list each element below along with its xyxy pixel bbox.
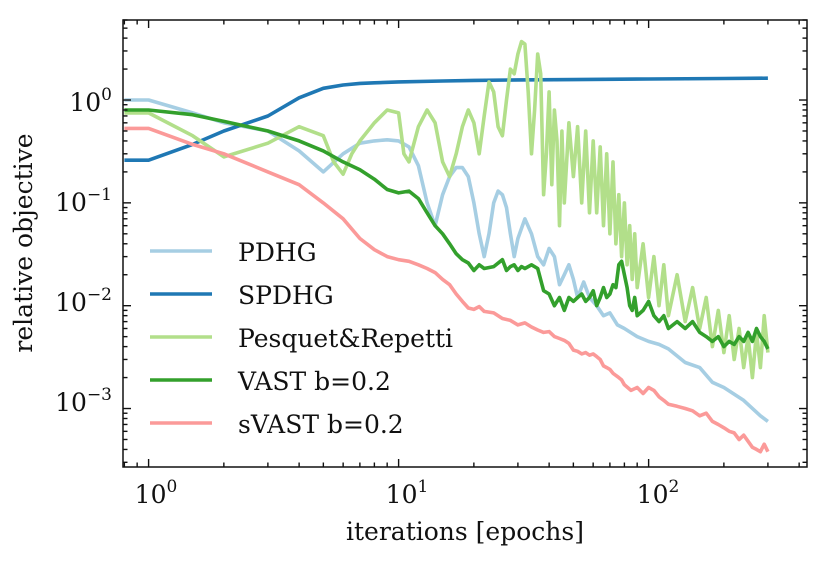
legend-label-pesquet-repetti: Pesquet&Repetti	[238, 324, 453, 353]
legend-label-svast: sVAST b=0.2	[238, 410, 404, 439]
series-line-pdhg	[124, 98, 769, 423]
x-tick-label-100: 102	[637, 477, 680, 509]
x-tick-label-10: 101	[386, 477, 429, 509]
legend-label-pdhg: PDHG	[238, 238, 317, 267]
legend-label-spdhg: SPDHG	[238, 281, 334, 310]
series-line-svast-b-0-2	[124, 126, 770, 454]
x-axis-label: iterations [epochs]	[346, 517, 584, 546]
ticks-layer	[123, 19, 807, 467]
legend: PDHG SPDHG Pesquet&Repetti VAST b=0.2 sV…	[150, 238, 453, 439]
series-layer	[124, 39, 770, 454]
y-tick-label-0.1: 10−1	[55, 185, 112, 217]
plot-frame	[122, 19, 808, 468]
series-line-vast-b-0-2	[124, 108, 770, 350]
y-tick-label-0.01: 10−2	[55, 285, 112, 317]
y-axis-label: relative objective	[9, 133, 38, 352]
y-tick-label-0.001: 10−3	[55, 385, 112, 417]
legend-label-vast: VAST b=0.2	[237, 367, 391, 396]
x-tick-label-1: 100	[135, 477, 178, 509]
y-tick-label-1: 100	[69, 85, 112, 117]
series-line-spdhg	[124, 76, 768, 162]
series-line-pesquet-repetti	[124, 39, 770, 380]
